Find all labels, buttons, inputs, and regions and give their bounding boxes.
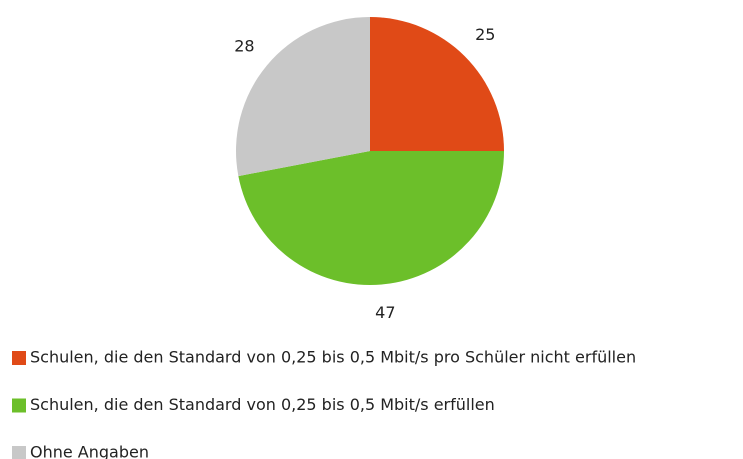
data-label: 28 [234,37,254,56]
legend-label: Ohne Angaben [30,443,149,459]
pie-slice [238,151,504,286]
legend-label: Schulen, die den Standard von 0,25 bis 0… [30,348,636,367]
legend-swatch [12,398,26,413]
pie-slice [370,17,504,151]
data-label: 25 [475,25,495,44]
pie-slice [235,17,370,177]
data-label: 47 [375,303,395,322]
legend-swatch [12,446,26,459]
legend-swatch [12,351,26,365]
legend-label: Schulen, die den Standard von 0,25 bis 0… [30,395,495,414]
